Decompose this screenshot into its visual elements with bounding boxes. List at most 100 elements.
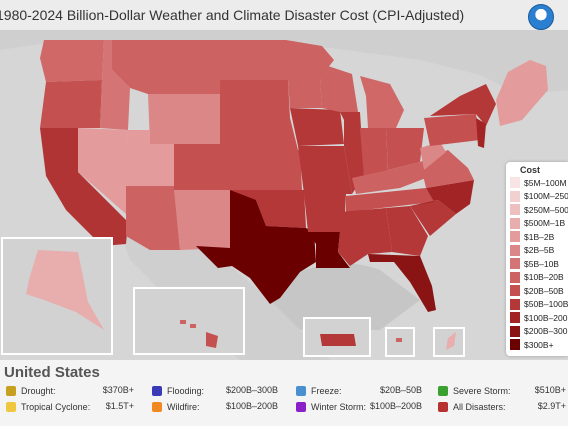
legend-swatch: [510, 258, 520, 270]
legend-label: $100M–250M: [524, 191, 568, 202]
legend-swatch: [510, 204, 520, 216]
state-south-carolina[interactable]: [410, 200, 456, 236]
legend-item: $2B–5B: [510, 244, 568, 258]
disaster-type[interactable]: Severe Storm:: [438, 384, 511, 398]
disaster-name: Winter Storm:: [311, 402, 367, 412]
state-mississippi[interactable]: [338, 210, 362, 266]
legend-swatch: [510, 298, 520, 310]
state-missouri[interactable]: [298, 146, 352, 194]
state-colorado[interactable]: [174, 144, 236, 190]
state-idaho[interactable]: [100, 40, 130, 130]
state-florida[interactable]: [368, 254, 436, 312]
disaster-color-icon: [6, 402, 16, 412]
state-texas[interactable]: [196, 190, 316, 304]
disaster-color-icon: [152, 402, 162, 412]
country-name: United States: [4, 364, 100, 381]
territory-guam[interactable]: [446, 332, 456, 350]
state-tennessee[interactable]: [346, 188, 434, 212]
state-nebraska[interactable]: [220, 118, 298, 150]
legend-label: $2B–5B: [524, 245, 555, 256]
state-pennsylvania[interactable]: [424, 114, 480, 146]
state-kentucky[interactable]: [352, 162, 426, 194]
state-wyoming[interactable]: [148, 94, 220, 144]
disaster-type[interactable]: All Disasters:: [438, 400, 506, 414]
legend-item: $50B–100B: [510, 298, 568, 312]
state-utah[interactable]: [126, 130, 174, 186]
legend-swatch: [510, 231, 520, 243]
state-washington[interactable]: [40, 40, 104, 82]
state-north-dakota[interactable]: [220, 40, 286, 80]
legend-swatch: [510, 217, 520, 229]
disaster-name: Freeze:: [311, 386, 342, 396]
territory-puerto-rico[interactable]: [320, 334, 356, 346]
territory-usvi[interactable]: [396, 338, 402, 342]
state-north-carolina[interactable]: [410, 180, 474, 214]
disaster-color-icon: [438, 386, 448, 396]
state-indiana[interactable]: [360, 128, 388, 178]
legend-label: $100B–200B: [524, 312, 568, 323]
state-arkansas[interactable]: [304, 194, 346, 232]
state-louisiana[interactable]: [308, 232, 350, 268]
state-michigan[interactable]: [360, 76, 404, 128]
state-alabama[interactable]: [362, 208, 392, 258]
state-new-england[interactable]: [496, 60, 548, 126]
legend-item: $250M–500M: [510, 203, 568, 217]
legend-label: $300B+: [524, 339, 554, 350]
legend-swatch: [510, 244, 520, 256]
state-kansas[interactable]: [236, 150, 302, 190]
legend-item: $100B–200B: [510, 311, 568, 325]
disaster-cost: $100B–200B: [369, 401, 422, 411]
legend-swatch: [510, 339, 520, 351]
state-west-virginia[interactable]: [420, 142, 446, 170]
state-california[interactable]: [40, 128, 128, 246]
legend-item: $1B–2B: [510, 230, 568, 244]
disaster-name: Drought:: [21, 386, 56, 396]
disaster-cost: $510B+: [534, 385, 566, 395]
disaster-cost: $20B–50B: [379, 385, 422, 395]
disaster-cost: $200B–300B: [225, 385, 278, 395]
state-georgia[interactable]: [386, 206, 428, 256]
legend-item: $5M–100M: [510, 176, 568, 190]
state-hawaii[interactable]: [206, 332, 218, 348]
state-hawaii-islands[interactable]: [180, 320, 196, 328]
legend-item: $200B–300B: [510, 325, 568, 339]
state-south-dakota[interactable]: [220, 80, 290, 118]
legend-item: $10B–20B: [510, 271, 568, 285]
legend-swatch: [510, 325, 520, 337]
state-alaska[interactable]: [26, 250, 104, 330]
state-new-york[interactable]: [430, 84, 496, 126]
disaster-type[interactable]: Winter Storm:: [296, 400, 366, 414]
legend-swatch: [510, 177, 520, 189]
disaster-color-icon: [296, 402, 306, 412]
disaster-type[interactable]: Flooding:: [152, 384, 204, 398]
legend-item: $20B–50B: [510, 284, 568, 298]
disaster-type[interactable]: Drought:: [6, 384, 56, 398]
state-wisconsin[interactable]: [320, 64, 358, 112]
state-new-mexico[interactable]: [174, 190, 230, 250]
legend-swatch: [510, 312, 520, 324]
state-oregon[interactable]: [40, 80, 102, 128]
legend-item: $300B+: [510, 338, 568, 352]
disaster-cost: $1.5T+: [105, 401, 134, 411]
summary-panel: United States Drought: $370B+ Flooding: $20…: [0, 360, 568, 426]
disaster-type[interactable]: Freeze:: [296, 384, 342, 398]
state-minnesota[interactable]: [286, 40, 334, 108]
map-area[interactable]: [0, 30, 568, 360]
noaa-logo-icon: [528, 4, 554, 30]
state-nevada[interactable]: [78, 128, 128, 214]
state-new-jersey[interactable]: [476, 118, 486, 148]
disaster-color-icon: [438, 402, 448, 412]
legend-label: $500M–1B: [524, 218, 566, 229]
ocean-shading: [260, 263, 420, 330]
choropleth-map[interactable]: [0, 30, 568, 360]
page-title: 1980-2024 Billion-Dollar Weather and Cli…: [0, 0, 568, 30]
state-ohio[interactable]: [386, 128, 424, 170]
state-illinois[interactable]: [340, 112, 364, 194]
disaster-type[interactable]: Wildfire:: [152, 400, 200, 414]
disaster-type[interactable]: Tropical Cyclone:: [6, 400, 90, 414]
state-iowa[interactable]: [290, 108, 344, 146]
state-arizona[interactable]: [126, 186, 180, 250]
disaster-name: All Disasters:: [453, 402, 506, 412]
state-montana[interactable]: [112, 40, 220, 94]
legend-item: $500M–1B: [510, 217, 568, 231]
